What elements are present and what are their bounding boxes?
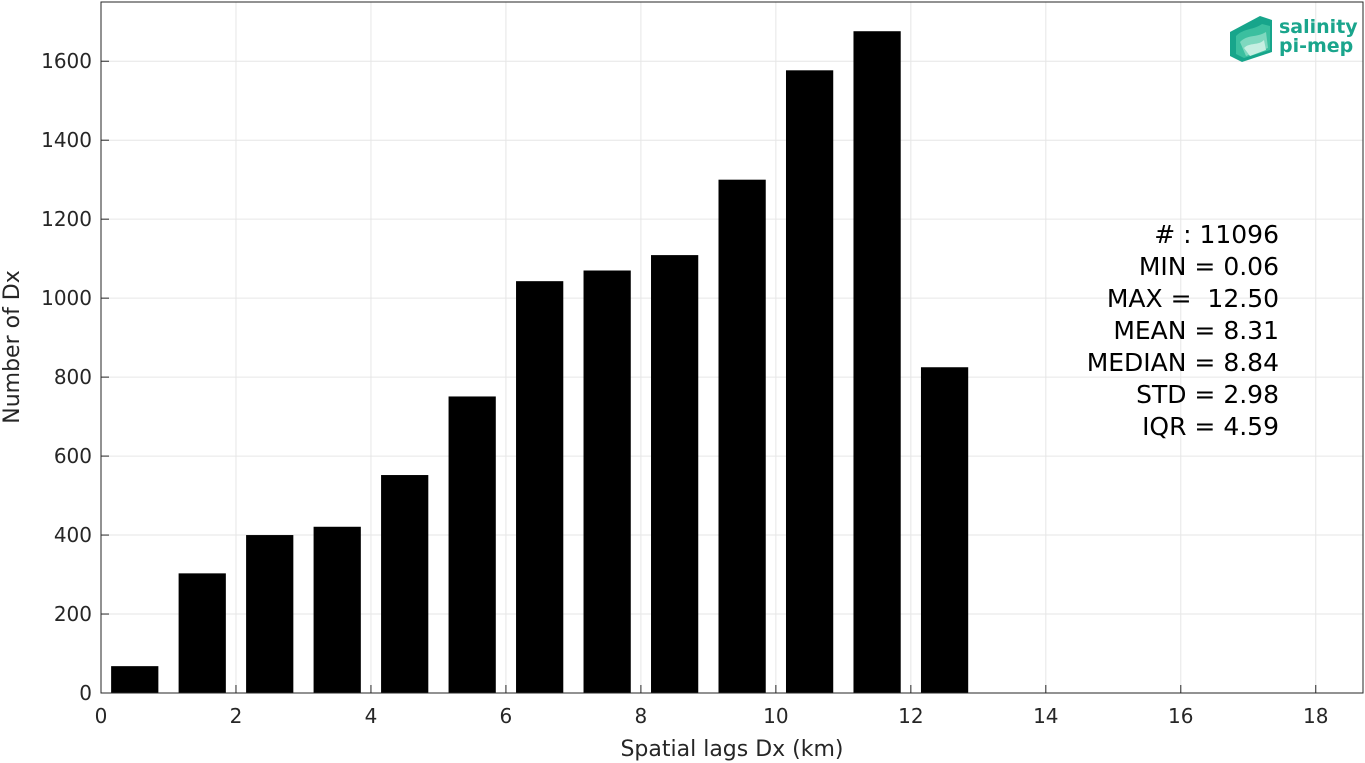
bar-12 <box>920 367 969 693</box>
x-axis-title: Spatial lags Dx (km) <box>620 737 843 762</box>
y-tick-label: 1200 <box>41 207 92 231</box>
waves-icon <box>1230 16 1272 62</box>
bar-11 <box>853 31 901 694</box>
stat-line-4: MEDIAN = 8.84 <box>1087 348 1279 377</box>
y-tick-label: 800 <box>54 365 92 389</box>
stat-line-6: IQR = 4.59 <box>1142 412 1279 441</box>
stat-line-1: MIN = 0.06 <box>1139 252 1279 281</box>
x-tick-label: 2 <box>230 704 243 728</box>
bar-8 <box>651 255 699 693</box>
y-tick-labels: 0 200 400 600 800 1000 1200 1400 1600 <box>41 49 92 705</box>
logo-text-pi-mep: pi-mep <box>1279 35 1353 57</box>
x-tick-label: 6 <box>500 704 513 728</box>
stat-line-3: MEAN = 8.31 <box>1113 316 1279 345</box>
bar-4 <box>381 475 429 693</box>
logo-text-salinity: salinity <box>1279 16 1358 38</box>
stat-line-5: STD = 2.98 <box>1136 380 1279 409</box>
bar-7 <box>583 270 631 693</box>
y-tick-label: 1000 <box>41 286 92 310</box>
x-tick-label: 10 <box>763 704 788 728</box>
x-tick-label: 0 <box>95 704 108 728</box>
bar-3 <box>313 526 361 693</box>
bar-9 <box>718 179 766 693</box>
y-tick-label: 400 <box>54 523 92 547</box>
salinity-pi-mep-logo: salinity pi-mep <box>1230 16 1358 62</box>
bar-2 <box>246 535 294 693</box>
x-tick-label: 12 <box>898 704 923 728</box>
bar-0 <box>111 666 159 693</box>
ticks <box>100 60 1317 694</box>
x-tick-label: 14 <box>1033 704 1058 728</box>
bar-5 <box>448 396 496 693</box>
stat-line-2: MAX = 12.50 <box>1107 284 1279 313</box>
bar-6 <box>516 281 564 693</box>
plot-frame <box>100 1 1364 694</box>
x-tick-label: 18 <box>1303 704 1328 728</box>
x-tick-label: 4 <box>365 704 378 728</box>
stat-line-0: # : 11096 <box>1154 220 1279 249</box>
y-tick-label: 0 <box>79 681 92 705</box>
bar-10 <box>785 70 834 693</box>
statistics-annotation: # : 11096 MIN = 0.06 MAX = 12.50 MEAN = 8.3… <box>1087 220 1279 441</box>
y-axis-title: Number of Dx <box>0 270 25 424</box>
y-tick-label: 1600 <box>41 49 92 73</box>
y-tick-label: 200 <box>54 602 92 626</box>
x-tick-label: 8 <box>635 704 648 728</box>
bars <box>111 31 969 694</box>
bar-1 <box>178 573 226 693</box>
y-tick-label: 600 <box>54 444 92 468</box>
y-tick-label: 1400 <box>41 128 92 152</box>
x-tick-label: 16 <box>1168 704 1193 728</box>
x-tick-labels: 0 2 4 6 8 10 12 14 16 18 <box>95 704 1329 728</box>
